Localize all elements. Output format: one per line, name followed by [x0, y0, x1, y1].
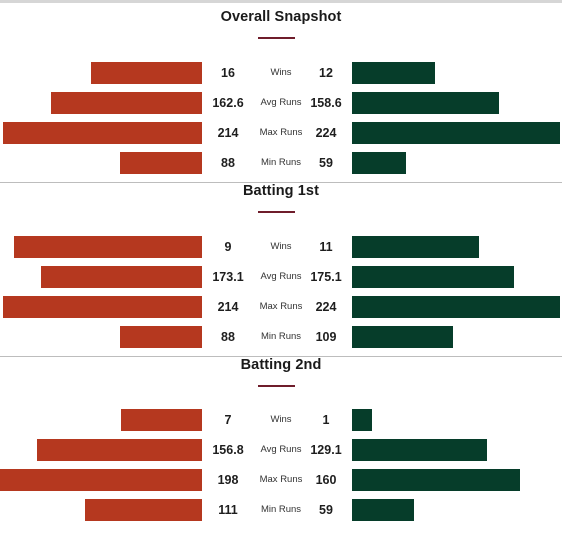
team-a-bar: [37, 439, 202, 461]
team-b-value: 224: [315, 126, 337, 140]
team-a-bar: [120, 152, 202, 174]
team-a-bar: [91, 62, 202, 84]
team-b-value: 158.6: [310, 96, 342, 110]
team-a-value: 88: [221, 330, 235, 344]
team-a-bar: [120, 326, 202, 348]
team-b-bar: [352, 152, 406, 174]
team-b-value: 175.1: [310, 270, 342, 284]
team-b-bar: [352, 62, 435, 84]
team-a-value: 7: [224, 413, 232, 427]
team-a-bar: [85, 499, 202, 521]
team-b-value: 59: [319, 156, 333, 170]
team-b-bar: [352, 236, 479, 258]
team-a-value: 156.8: [212, 443, 244, 457]
metric-label: Min Runs: [260, 504, 302, 515]
team-a-value: 9: [224, 240, 232, 254]
team-a-value: 16: [221, 66, 235, 80]
team-a-value: 214: [217, 300, 239, 314]
section-title: Overall Snapshot: [220, 9, 342, 25]
team-a-bar: [41, 266, 202, 288]
title-underline: [258, 211, 295, 213]
team-b-value: 160: [315, 473, 337, 487]
team-a-bar: [0, 469, 202, 491]
team-b-value: 11: [319, 240, 333, 254]
team-a-value: 111: [218, 503, 238, 517]
metric-label: Avg Runs: [260, 97, 302, 108]
title-underline: [258, 37, 295, 39]
team-a-value: 214: [217, 126, 239, 140]
team-a-bar: [3, 122, 202, 144]
section-divider: [0, 356, 562, 357]
team-b-bar: [352, 469, 520, 491]
team-b-bar: [352, 122, 560, 144]
metric-label: Wins: [270, 67, 292, 78]
top-border: [0, 0, 562, 3]
section-title: Batting 1st: [242, 183, 320, 199]
section-title: Batting 2nd: [240, 357, 322, 373]
team-a-bar: [14, 236, 202, 258]
team-b-value: 109: [315, 330, 337, 344]
metric-label: Avg Runs: [260, 271, 302, 282]
team-b-bar: [352, 296, 560, 318]
team-b-bar: [352, 266, 514, 288]
metric-label: Max Runs: [259, 127, 303, 138]
title-underline: [258, 385, 295, 387]
team-b-value: 1: [322, 413, 330, 427]
team-b-bar: [352, 326, 453, 348]
section-divider: [0, 182, 562, 183]
metric-label: Avg Runs: [260, 444, 302, 455]
team-a-bar: [121, 409, 202, 431]
team-a-value: 173.1: [212, 270, 244, 284]
metric-label: Max Runs: [259, 474, 303, 485]
team-b-bar: [352, 409, 372, 431]
team-b-bar: [352, 499, 414, 521]
team-b-value: 59: [319, 503, 333, 517]
team-b-value: 129.1: [310, 443, 342, 457]
team-b-value: 12: [319, 66, 333, 80]
metric-label: Max Runs: [259, 301, 303, 312]
team-a-bar: [3, 296, 202, 318]
metric-label: Min Runs: [260, 331, 302, 342]
team-a-value: 88: [221, 156, 235, 170]
metric-label: Min Runs: [260, 157, 302, 168]
metric-label: Wins: [270, 241, 292, 252]
team-b-bar: [352, 92, 499, 114]
team-a-value: 162.6: [212, 96, 244, 110]
team-a-bar: [51, 92, 202, 114]
team-b-value: 224: [315, 300, 337, 314]
metric-label: Wins: [270, 414, 292, 425]
team-a-value: 198: [217, 473, 239, 487]
team-b-bar: [352, 439, 487, 461]
